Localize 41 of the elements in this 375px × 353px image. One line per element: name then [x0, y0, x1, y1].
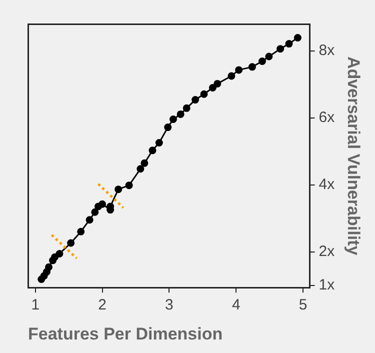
point	[67, 239, 75, 247]
y-tick-label: 6x	[318, 109, 336, 126]
point	[140, 159, 148, 167]
point	[265, 52, 273, 60]
point	[294, 34, 302, 42]
x-tick-label: 3	[165, 296, 174, 314]
point	[91, 208, 99, 216]
y-tick-label: 8x	[318, 42, 336, 59]
y-tick-label: 1x	[318, 276, 336, 294]
point	[56, 250, 64, 258]
point	[200, 90, 208, 98]
point	[114, 186, 122, 194]
x-axis-title: Features Per Dimension	[28, 324, 223, 344]
y-axis-title: Adversarial Vulnerability	[344, 56, 364, 256]
point	[155, 138, 163, 146]
point	[182, 104, 190, 112]
x-tick-label: 4	[232, 296, 240, 314]
point	[248, 63, 256, 71]
point	[77, 228, 85, 236]
y-tick-label: 2x	[318, 243, 336, 260]
x-tick-label: 1	[31, 296, 40, 314]
point	[136, 165, 144, 173]
point	[258, 57, 266, 65]
x-tick-label: 2	[98, 296, 106, 314]
point	[214, 80, 222, 88]
point	[98, 200, 106, 208]
point	[44, 263, 52, 271]
point	[276, 45, 284, 53]
point	[125, 182, 133, 190]
point	[228, 72, 236, 80]
y-tick-label: 4x	[318, 176, 336, 194]
point	[235, 66, 243, 74]
point	[148, 146, 156, 154]
point	[86, 216, 94, 224]
point	[169, 115, 177, 123]
point	[176, 110, 184, 118]
point	[285, 40, 293, 48]
point	[192, 96, 200, 104]
point	[208, 84, 216, 92]
point	[164, 124, 172, 132]
x-tick-label: 5	[298, 296, 308, 314]
